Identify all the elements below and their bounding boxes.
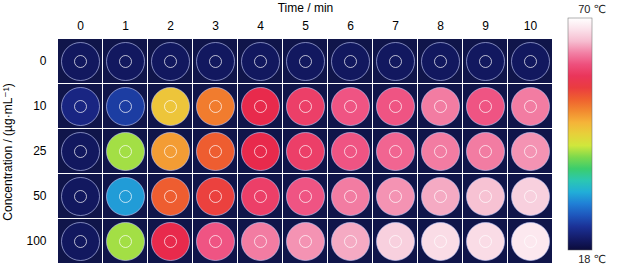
svg-text:2: 2 (167, 19, 174, 33)
svg-text:100: 100 (26, 234, 46, 248)
svg-text:6: 6 (347, 19, 354, 33)
svg-text:25: 25 (33, 144, 47, 158)
svg-text:10: 10 (524, 19, 538, 33)
svg-text:7: 7 (392, 19, 399, 33)
svg-text:0: 0 (40, 54, 47, 68)
svg-text:70 ℃: 70 ℃ (578, 3, 606, 15)
svg-text:4: 4 (257, 19, 264, 33)
svg-text:9: 9 (482, 19, 489, 33)
svg-text:0: 0 (77, 19, 84, 33)
svg-text:Time / min: Time / min (278, 1, 334, 15)
svg-text:50: 50 (33, 189, 47, 203)
svg-text:Concentration / (µg·mL⁻¹): Concentration / (µg·mL⁻¹) (1, 83, 15, 220)
svg-text:5: 5 (302, 19, 309, 33)
svg-text:3: 3 (212, 19, 219, 33)
svg-text:8: 8 (437, 19, 444, 33)
svg-text:1: 1 (122, 19, 129, 33)
svg-text:10: 10 (33, 99, 47, 113)
svg-text:18 ℃: 18 ℃ (578, 253, 606, 265)
